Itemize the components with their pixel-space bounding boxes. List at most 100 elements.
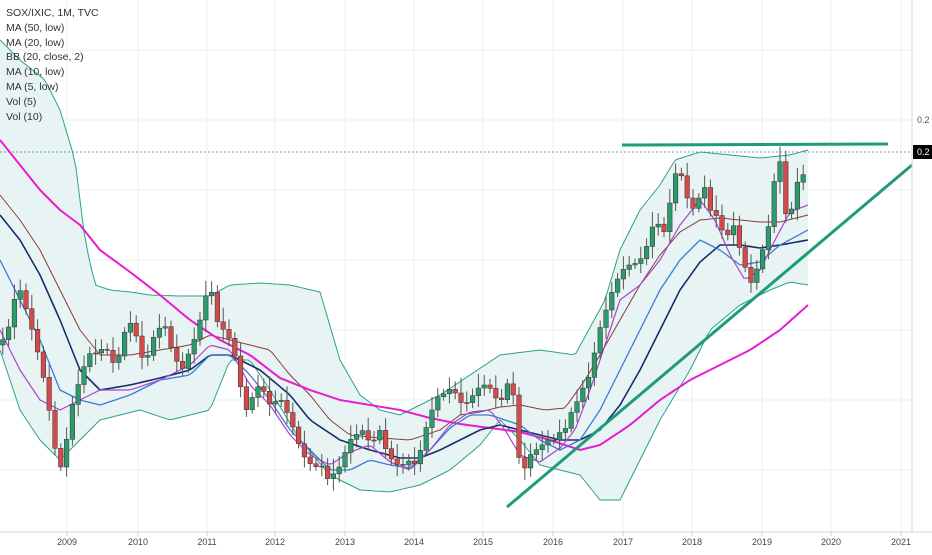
trend-lines[interactable] [0, 142, 913, 509]
current-price-label: 0.2 [917, 147, 930, 157]
candle-body-101 [586, 377, 592, 389]
candle-body-117 [678, 173, 684, 177]
candle-body-88 [510, 383, 516, 396]
candle-body-1 [6, 326, 12, 340]
candle-body-95 [551, 439, 557, 442]
candle-body-102 [591, 352, 597, 378]
candle-body-37 [214, 291, 220, 322]
candle-body-42 [243, 386, 249, 410]
candle-body-63 [365, 430, 371, 441]
candle-body-50 [290, 412, 296, 428]
candle-body-56 [325, 465, 331, 479]
candle-body-38 [220, 321, 226, 330]
candle-body-97 [562, 428, 568, 433]
candle-body-48 [278, 400, 284, 402]
candle-body-25 [145, 355, 151, 358]
candle-body-29 [168, 326, 174, 348]
candle-body-45 [261, 386, 267, 392]
time-tick-label-12: 2021 [891, 537, 911, 547]
candle-body-4 [23, 290, 29, 309]
candle-body-8 [46, 377, 52, 411]
candle-body-105 [609, 292, 615, 311]
resistance-trendline[interactable] [621, 142, 889, 147]
candle-body-53 [307, 456, 313, 464]
candle-body-124 [719, 215, 725, 231]
time-tick-label-0: 2009 [57, 537, 77, 547]
candle-body-130 [754, 268, 760, 283]
legend-study-vol10[interactable]: Vol (10) [6, 110, 43, 123]
current-price-badge[interactable] [913, 145, 932, 159]
candle-body-86 [499, 397, 505, 400]
legend-study-ma5[interactable]: MA (5, low) [6, 80, 59, 93]
candle-body-135 [783, 161, 789, 215]
legend-study-bb[interactable]: BB (20, close, 2) [6, 51, 84, 64]
legend-study-ma50[interactable]: MA (50, low) [6, 21, 65, 34]
candle-body-58 [336, 466, 342, 475]
support-trendline[interactable] [506, 163, 913, 509]
candle-body-110 [638, 258, 644, 264]
candle-body-137 [794, 181, 800, 210]
candle-body-15 [87, 353, 93, 367]
candle-body-84 [487, 384, 493, 389]
candle-body-31 [180, 361, 186, 369]
time-tick-label-3: 2012 [265, 537, 285, 547]
candle-body-104 [603, 309, 609, 328]
candle-body-79 [458, 392, 464, 403]
candle-body-3 [17, 290, 23, 300]
candle-body-19 [110, 350, 116, 363]
legend-study-vol5[interactable]: Vol (5) [6, 95, 37, 108]
legend-symbol[interactable]: SOX/IXIC, 1M, TVC [6, 7, 99, 19]
candle-body-21 [122, 331, 128, 357]
bb-fill [0, 40, 808, 500]
candle-body-72 [417, 450, 423, 465]
candle-body-118 [684, 175, 690, 199]
candle-body-127 [736, 225, 742, 248]
candle-body-41 [238, 355, 244, 388]
candle-body-68 [394, 458, 400, 465]
bb-basis-line [0, 194, 809, 441]
ma50-line [0, 139, 809, 452]
candle-body-62 [359, 430, 365, 435]
candle-body-11 [64, 439, 70, 468]
candle-body-109 [632, 263, 638, 266]
time-tick-label-9: 2018 [682, 537, 702, 547]
candle-body-83 [481, 384, 487, 389]
candle-body-128 [742, 247, 748, 268]
candle-body-133 [771, 181, 777, 227]
time-tick-label-11: 2020 [821, 537, 841, 547]
candle-body-28 [162, 326, 168, 329]
candle-body-32 [185, 353, 191, 369]
candle-body-9 [52, 410, 58, 449]
candle-body-33 [191, 339, 197, 355]
legend-study-ma10[interactable]: MA (10, low) [6, 66, 65, 79]
candle-body-20 [116, 355, 122, 363]
bb-lower-line [0, 281, 809, 501]
moving-averages [0, 139, 809, 471]
candle-body-2 [11, 299, 17, 328]
candle-body-35 [203, 295, 209, 321]
candle-body-55 [319, 465, 325, 468]
candle-body-22 [127, 322, 133, 333]
candle-body-39 [226, 329, 232, 339]
chart-legend: SOX/IXIC, 1M, TVC MA (50, low) MA (20, l… [6, 6, 99, 124]
candle-body-70 [406, 460, 412, 466]
candle-body-75 [435, 396, 441, 411]
candle-body-108 [626, 264, 632, 270]
candle-body-114 [661, 223, 667, 232]
candle-body-5 [29, 308, 35, 330]
candle-body-23 [133, 322, 139, 337]
candle-body-90 [522, 457, 528, 469]
candle-body-100 [580, 387, 586, 402]
candle-body-92 [533, 449, 539, 455]
candle-body-126 [731, 225, 737, 236]
candle-body-52 [301, 443, 307, 458]
ma5-line [0, 199, 809, 470]
bb-upper-line [0, 39, 809, 416]
candle-body-120 [696, 197, 702, 209]
candle-body-49 [284, 400, 290, 413]
legend-study-ma20[interactable]: MA (20, low) [6, 36, 65, 49]
candle-body-103 [597, 327, 603, 354]
candle-body-107 [620, 269, 626, 280]
